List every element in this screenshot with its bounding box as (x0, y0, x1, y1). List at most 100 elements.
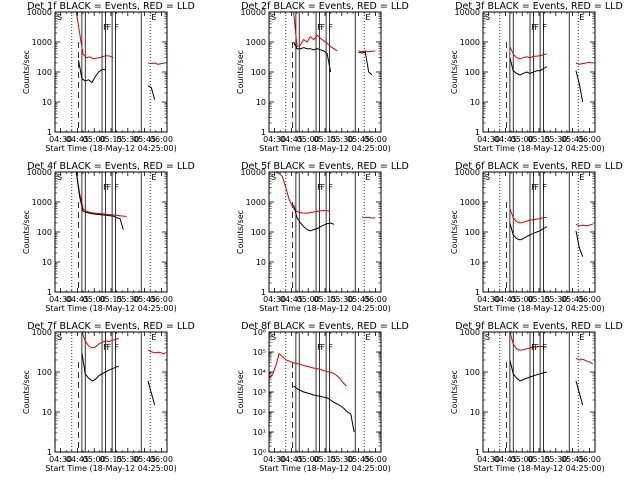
series-line-2 (509, 222, 548, 241)
plot-frame (268, 11, 382, 133)
x-tick-label: 06:00 (578, 135, 601, 144)
x-tick-label: 06:00 (150, 295, 173, 304)
corner-letter-end: E (151, 333, 156, 342)
series-line-2 (293, 41, 332, 73)
x-tick-label: 04:30 (477, 295, 500, 304)
series-line-1 (75, 171, 127, 217)
panel-det-2: Det 2f BLACK = Events, RED = LLD 1 10 100 10… (236, 1, 409, 153)
x-tick-label: 05:00 (83, 295, 106, 304)
y-axis-label: Counts/sec (236, 210, 245, 254)
x-tick-label: 05:30 (330, 295, 353, 304)
y-tick-label: 1000 (246, 38, 266, 47)
flag-marker: F (114, 343, 119, 352)
series-line-4 (147, 85, 156, 100)
flag-marker: F (531, 183, 536, 192)
series-line-4 (575, 70, 584, 103)
y-tick-label: 10 (470, 98, 480, 107)
x-tick-label: 06:00 (364, 295, 387, 304)
x-tick-label: 04:30 (477, 135, 500, 144)
y-axis-label: Counts/sec (22, 50, 31, 94)
panel-title: Det 1f BLACK = Events, RED = LLD (27, 1, 195, 12)
series-line-3 (358, 50, 376, 53)
y-tick-label: 10² (253, 408, 266, 417)
x-axis-label: Start Time (18-May-12 04:25:00) (259, 304, 390, 313)
x-tick-label: 06:00 (578, 295, 601, 304)
x-axis-label: Start Time (18-May-12 04:25:00) (45, 464, 176, 473)
x-tick-label: 05:45 (133, 455, 156, 464)
y-tick-label: 1 (261, 288, 266, 297)
corner-letter-start: S (57, 333, 62, 342)
x-tick-label: 05:45 (133, 135, 156, 144)
y-axis-label: Counts/sec (236, 50, 245, 94)
x-tick-label: 05:00 (297, 295, 320, 304)
panel-title: Det 7f BLACK = Events, RED = LLD (27, 321, 195, 332)
flag-marker: F (114, 23, 119, 32)
corner-letter-start: S (485, 173, 490, 182)
corner-letter-start: S (271, 333, 276, 342)
x-axis-label: Start Time (18-May-12 04:25:00) (259, 464, 390, 473)
y-tick-label: 1 (475, 448, 480, 457)
corner-letter-end: E (579, 173, 584, 182)
flag-marker: F (328, 23, 333, 32)
series-line-1 (509, 331, 547, 351)
corner-letter-end: E (151, 173, 156, 182)
series-line-2 (293, 204, 335, 232)
panel-det-5: Det 5f BLACK = Events, RED = LLD 1 10 100 10… (236, 161, 409, 313)
x-tick-label: 04:30 (477, 455, 500, 464)
series-line-4 (575, 380, 584, 406)
series-line-1 (509, 208, 547, 224)
series-line-1 (75, 11, 114, 60)
y-tick-label: 10000 (27, 8, 52, 17)
panel-title: Det 5f BLACK = Events, RED = LLD (241, 161, 409, 172)
series-line-2 (509, 57, 548, 76)
x-tick-label: 05:15 (527, 295, 550, 304)
y-tick-label: 1000 (460, 198, 480, 207)
x-axis-label: Start Time (18-May-12 04:25:00) (45, 144, 176, 153)
panel-det-6: Det 6f BLACK = Events, RED = LLD 1 10 100 10… (450, 161, 623, 313)
y-tick-label: 100 (37, 368, 52, 377)
plot-frame (482, 11, 596, 133)
panel-title: Det 9f BLACK = Events, RED = LLD (455, 321, 623, 332)
x-tick-label: 04:45 (66, 455, 89, 464)
x-tick-label: 06:00 (150, 455, 173, 464)
x-tick-label: 05:15 (99, 455, 122, 464)
y-tick-label: 10³ (253, 388, 266, 397)
series-line-2 (293, 385, 355, 433)
x-tick-label: 05:45 (347, 295, 370, 304)
series-line-1 (269, 171, 330, 214)
x-tick-label: 05:30 (330, 135, 353, 144)
flag-marker: F (542, 343, 547, 352)
x-tick-label: 04:30 (263, 455, 286, 464)
y-axis-label: Counts/sec (450, 50, 459, 94)
plot-frame (268, 171, 382, 293)
flag-marker: F (542, 183, 547, 192)
x-axis-label: Start Time (18-May-12 04:25:00) (473, 464, 604, 473)
panel-title: Det 6f BLACK = Events, RED = LLD (455, 161, 623, 172)
series-line-1 (268, 353, 347, 387)
panel-title: Det 2f BLACK = Events, RED = LLD (241, 1, 409, 12)
x-tick-label: 05:00 (297, 135, 320, 144)
series-line-3 (147, 62, 165, 65)
y-tick-label: 10⁰ (253, 448, 266, 457)
flag-marker: F (107, 343, 112, 352)
series-line-3 (147, 349, 165, 355)
y-tick-label: 1000 (246, 198, 266, 207)
y-tick-label: 100 (37, 228, 52, 237)
x-tick-label: 05:45 (347, 455, 370, 464)
x-tick-label: 05:30 (544, 295, 567, 304)
x-tick-label: 05:15 (527, 455, 550, 464)
x-tick-label: 05:15 (99, 135, 122, 144)
x-tick-label: 05:45 (561, 455, 584, 464)
x-tick-label: 05:00 (297, 455, 320, 464)
x-tick-label: 05:30 (116, 295, 139, 304)
series-line-1 (81, 331, 119, 349)
series-line-4 (575, 230, 584, 257)
flag-marker: F (321, 23, 326, 32)
corner-letter-start: S (271, 173, 276, 182)
corner-letter-end: E (579, 13, 584, 22)
flag-marker: F (531, 23, 536, 32)
series-line-4 (358, 51, 373, 76)
x-tick-label: 05:45 (561, 135, 584, 144)
x-tick-label: 05:45 (347, 135, 370, 144)
